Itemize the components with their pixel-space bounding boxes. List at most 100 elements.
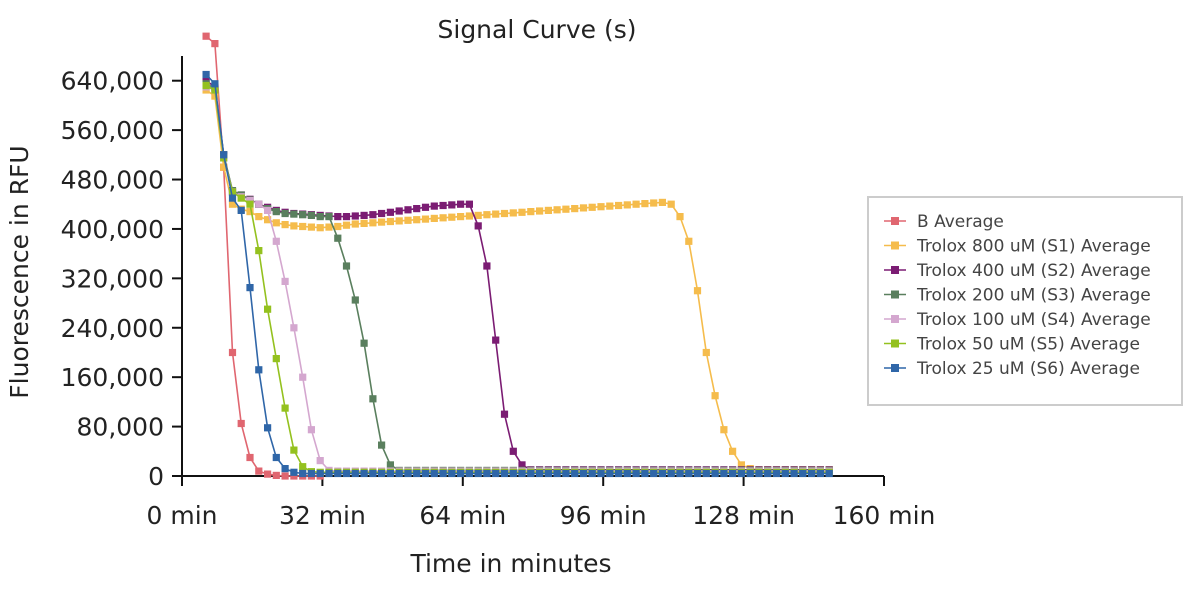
data-point [474, 211, 482, 219]
data-point [255, 200, 263, 208]
data-point [790, 469, 798, 478]
data-point [439, 469, 447, 478]
data-point [702, 348, 710, 357]
series-line [205, 89, 830, 471]
data-point [720, 426, 728, 434]
data-point [685, 237, 693, 245]
data-point [781, 469, 789, 478]
data-point [316, 213, 324, 221]
data-point [702, 469, 710, 478]
data-point [386, 469, 394, 478]
x-tick-label: 128 min [692, 501, 795, 530]
data-point [299, 469, 307, 478]
data-point [430, 214, 438, 222]
data-point [755, 469, 763, 478]
data-point [808, 469, 816, 478]
data-point [729, 469, 737, 478]
data-point [378, 469, 386, 478]
data-point [299, 222, 307, 231]
data-point [597, 469, 605, 478]
series-line [205, 84, 830, 474]
legend-marker [891, 339, 899, 348]
data-point [264, 424, 272, 432]
series-line [205, 83, 830, 472]
data-point [509, 447, 517, 455]
data-point [711, 392, 719, 400]
data-point [237, 206, 245, 214]
data-point [360, 339, 368, 347]
data-point [272, 219, 280, 227]
data-point [386, 217, 394, 226]
data-point [553, 469, 561, 478]
y-tick-label: 400,000 [61, 215, 164, 244]
data-point [307, 223, 315, 231]
data-point [264, 305, 272, 313]
data-point [220, 163, 228, 171]
data-point [404, 469, 412, 478]
data-point [448, 201, 456, 209]
data-point [492, 336, 500, 344]
data-point [290, 324, 298, 332]
legend-item: Trolox 400 uM (S2) Average [884, 261, 1151, 281]
data-point [588, 203, 596, 211]
data-point [369, 211, 377, 219]
data-point [500, 469, 509, 478]
data-point [527, 469, 535, 478]
data-point [264, 216, 272, 224]
data-point [228, 188, 237, 196]
data-point [307, 211, 315, 219]
data-point [413, 216, 421, 224]
data-point [413, 205, 421, 213]
data-point [316, 224, 324, 232]
data-point [272, 471, 280, 479]
data-point [571, 205, 579, 213]
data-point [264, 206, 272, 214]
data-point [650, 199, 658, 207]
x-axis-label: Time in minutes [409, 549, 611, 578]
data-point [562, 469, 570, 478]
data-point [641, 469, 649, 478]
data-point [500, 209, 509, 218]
x-tick-label: 160 min [833, 501, 936, 530]
data-point [439, 201, 447, 210]
data-point [281, 221, 289, 229]
legend-label: Trolox 50 uM (S5) Average [916, 335, 1140, 355]
data-point [395, 217, 403, 225]
x-tick-label: 0 min [147, 501, 218, 530]
series-line [205, 80, 830, 471]
data-point [325, 469, 333, 478]
data-point [290, 468, 298, 476]
data-point [404, 206, 412, 214]
data-point [264, 470, 272, 478]
data-point [386, 461, 394, 469]
data-point [342, 262, 351, 270]
data-point [255, 467, 263, 475]
legend-label: B Average [917, 212, 1004, 232]
data-point [764, 469, 772, 478]
legend-marker [891, 364, 899, 372]
data-point [492, 469, 500, 478]
data-point [351, 296, 359, 304]
data-point [272, 237, 280, 245]
legend-marker [891, 290, 899, 299]
data-point [342, 469, 351, 478]
data-point [220, 151, 228, 159]
data-point [448, 469, 456, 478]
series-2 [202, 86, 833, 474]
data-point [606, 202, 614, 210]
data-point [386, 208, 394, 216]
data-point [395, 469, 403, 478]
data-point [334, 469, 342, 478]
legend-marker [891, 217, 899, 225]
data-point [421, 203, 430, 211]
data-point [281, 277, 289, 285]
data-point [457, 200, 465, 208]
data-point [281, 472, 289, 480]
data-point [378, 218, 386, 226]
y-tick-label: 640,000 [61, 67, 164, 96]
data-point [676, 469, 684, 478]
data-point [483, 211, 491, 219]
data-point [246, 284, 254, 292]
series-7 [202, 70, 833, 478]
